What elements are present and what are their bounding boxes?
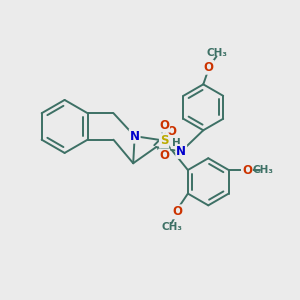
Text: CH₃: CH₃ xyxy=(206,48,227,59)
Text: O: O xyxy=(159,149,169,162)
Text: N: N xyxy=(176,145,186,158)
Text: O: O xyxy=(167,125,176,138)
Text: O: O xyxy=(204,61,214,74)
Text: O: O xyxy=(242,164,252,176)
Text: O: O xyxy=(159,119,169,132)
Text: O: O xyxy=(172,205,183,218)
Text: CH₃: CH₃ xyxy=(253,165,274,175)
Text: N: N xyxy=(130,130,140,143)
Text: S: S xyxy=(160,134,168,147)
Text: CH₃: CH₃ xyxy=(161,222,182,232)
Text: H: H xyxy=(172,138,180,148)
